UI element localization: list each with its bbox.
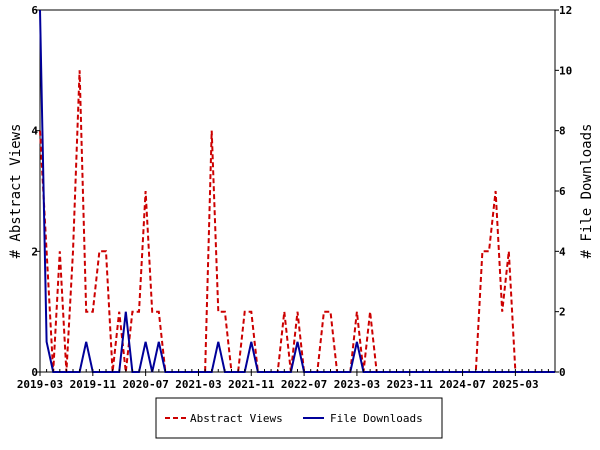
x-tick-label: 2019-03 [17, 378, 63, 391]
y-axis-left-title: # Abstract Views [8, 124, 24, 259]
y-axis-right: 0 2 4 6 8 10 12 [555, 4, 572, 379]
legend-label-abstract-views: Abstract Views [190, 412, 283, 425]
x-tick-label: 2025-03 [492, 378, 538, 391]
y-left-tick-label: 0 [31, 366, 38, 379]
x-tick-label: 2024-07 [439, 378, 485, 391]
legend: Abstract Views File Downloads [155, 397, 443, 439]
x-tick-label: 2019-11 [70, 378, 117, 391]
y-right-tick-label: 0 [559, 366, 566, 379]
y-right-tick-label: 4 [559, 245, 566, 258]
x-tick-label: 2023-03 [334, 378, 380, 391]
y-right-tick-label: 12 [559, 4, 572, 17]
x-tick-label: 2021-11 [228, 378, 275, 391]
y-axis-right-title: # File Downloads [579, 124, 595, 259]
y-right-tick-label: 8 [559, 125, 566, 138]
y-right-tick-label: 10 [559, 64, 572, 77]
series-line-abstract-views [39, 70, 555, 373]
y-right-tick-label: 6 [559, 185, 566, 198]
x-tick-label: 2023-11 [387, 378, 434, 391]
x-tick-label: 2022-07 [281, 378, 327, 391]
x-tick-label: 2021-03 [175, 378, 221, 391]
legend-label-file-downloads: File Downloads [330, 412, 423, 425]
y-right-tick-label: 2 [559, 306, 566, 319]
x-tick-label: 2020-07 [122, 378, 168, 391]
y-left-tick-label: 4 [31, 125, 38, 138]
legend-box [155, 397, 443, 439]
x-axis: 2019-03 2019-11 2020-07 2021-03 2021-11 2022-… [17, 369, 556, 391]
y-left-tick-label: 2 [31, 245, 38, 258]
y-axis-left: 0 2 4 6 [31, 4, 40, 379]
y-left-tick-label: 6 [31, 4, 38, 17]
